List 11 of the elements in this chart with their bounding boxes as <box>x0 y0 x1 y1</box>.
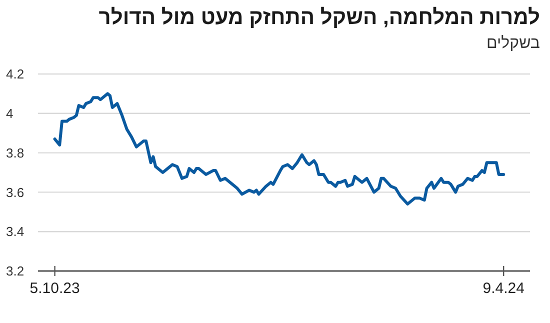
chart-title: למרות המלחמה, השקל התחזק מעט מול הדולר <box>98 6 540 29</box>
x-tick-label: 5.10.23 <box>30 280 80 297</box>
y-tick-label: 3.6 <box>6 184 24 200</box>
x-tick-label: 9.4.24 <box>482 280 524 297</box>
y-tick-label: 4 <box>6 106 14 121</box>
chart-subtitle: בשקלים <box>486 34 540 52</box>
line-series <box>53 92 506 206</box>
y-tick-label: 4.2 <box>6 66 24 82</box>
y-tick-label: 3.8 <box>6 145 24 160</box>
y-tick-label: 3.2 <box>6 264 24 279</box>
y-tick-label: 3.4 <box>6 224 24 240</box>
